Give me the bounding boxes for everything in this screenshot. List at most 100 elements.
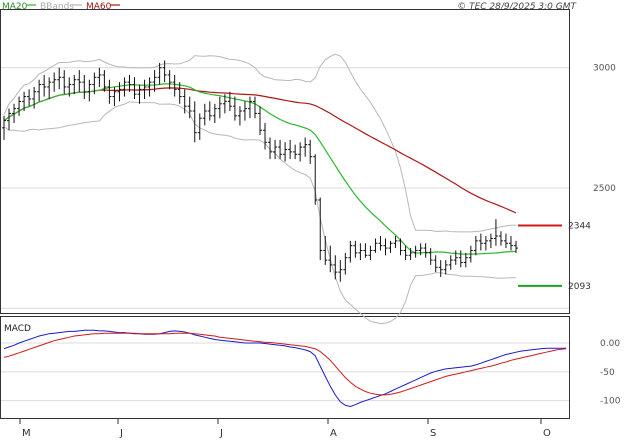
x-tick-label: J [119,428,123,439]
price-bar [42,74,47,97]
price-bar [72,74,77,95]
price-bar [353,240,358,258]
price-bar [47,77,52,99]
price-bar [348,240,353,263]
price-bar [273,139,278,160]
price-bar [62,70,67,95]
price-bar [142,79,147,99]
support-level-label: 2093 [568,282,591,292]
price-bar [278,139,283,160]
bband-upper-line [3,53,517,233]
price-bar [493,219,498,246]
price-bar [338,260,343,282]
price-bar [403,245,408,261]
price-bar [172,74,177,97]
price-bar [32,86,37,109]
macd-line [3,329,567,408]
price-bar [192,101,197,143]
price-bar [227,91,232,111]
signal-line [3,332,567,396]
price-bar [508,236,513,251]
price-bar [313,154,318,205]
price-bar [152,70,157,92]
price-bar [22,91,27,111]
price-bar [438,260,443,277]
price-bar [423,243,428,258]
price-bar [378,236,383,251]
price-bar [177,82,182,104]
price-bar [514,240,518,253]
price-bar [117,82,122,102]
price-bar [37,79,42,102]
price-bar [468,245,473,263]
price-bar [127,74,132,92]
price-bar [433,255,438,273]
price-bar [258,106,262,136]
price-y-ticks: 3000 2500 [593,64,616,194]
price-bar [102,70,107,92]
price-bar [383,238,388,256]
grid-lines [1,67,569,402]
bband-lower-line [3,101,517,325]
price-bar [122,77,127,97]
legend-bbands-label: BBands [40,2,74,12]
price-bar [398,238,403,256]
price-bar [17,96,22,116]
price-bar [232,96,237,121]
price-bar [157,62,162,85]
price-bar [448,255,453,270]
price-bar [2,115,6,140]
macd-title: MACD [4,324,31,334]
price-bar [202,103,207,126]
price-bar [167,70,172,90]
price-bar [162,60,167,83]
price-bar [363,243,368,258]
x-tick-label: J [219,428,223,439]
x-tick-label: O [543,428,551,439]
price-bar [107,79,112,104]
price-bar [463,252,468,268]
price-bar [303,137,308,157]
price-bar [263,123,268,150]
copyright-text: © TEC 28/9/2025 3:0 GMT [457,2,577,12]
price-bar [52,72,57,92]
price-bar [217,96,222,119]
macd-y-tick-label: 0.00 [600,339,620,349]
price-bar [182,89,187,114]
price-bar [298,142,303,162]
price-bar [473,236,478,256]
resistance-level-label: 2344 [568,221,591,231]
price-bars [2,60,518,282]
price-bar [212,103,217,124]
price-bar [252,96,257,119]
price-bar [187,96,192,119]
price-bar [242,101,247,121]
price-bar [498,231,503,246]
price-bar [308,139,313,164]
price-bar [458,250,463,268]
price-bar [488,233,493,249]
price-bar [343,252,348,275]
price-bar [373,238,378,253]
price-bar [77,70,82,92]
price-bar [328,245,333,273]
legend-ma60-label: MA60 [86,2,112,12]
price-bar [87,79,92,102]
price-y-tick-label: 3000 [593,64,616,74]
price-bar [197,113,202,140]
legend: MA20 BBands MA60 [2,2,120,12]
macd-y-tick-label: -100 [600,397,621,407]
price-bar [478,233,483,251]
macd-lines [3,329,567,408]
price-bar [393,236,398,249]
price-bar [333,255,338,280]
x-tick-label: S [430,428,436,439]
price-y-tick-label: 2500 [593,184,616,194]
price-bar [283,142,288,162]
price-bar [368,245,373,261]
price-bar [57,67,62,90]
price-bar [268,137,273,160]
price-bar [323,236,328,265]
